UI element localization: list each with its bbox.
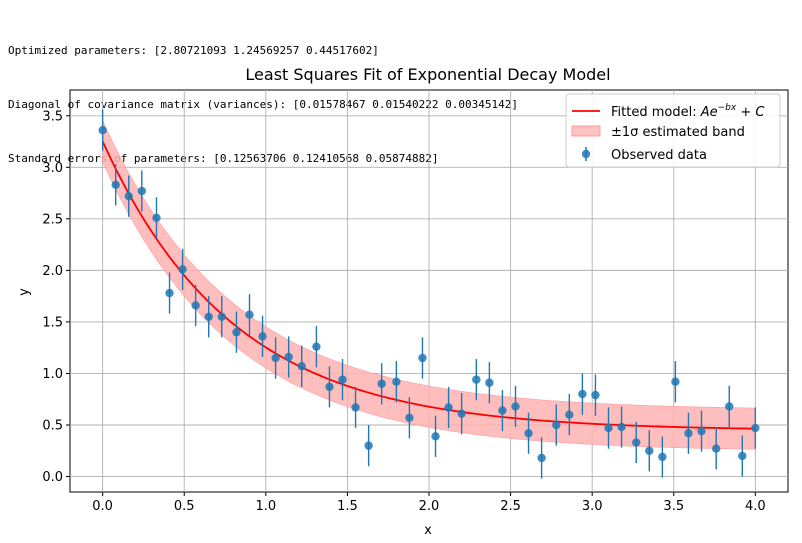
y-tick-label: 3.5	[42, 109, 63, 124]
y-tick-label: 2.5	[42, 212, 63, 227]
standard-errors-line: Standard errors of parameters: [0.125637…	[8, 152, 439, 165]
legend-points-swatch	[581, 149, 591, 159]
legend-box	[565, 93, 781, 168]
observed-point	[537, 453, 546, 463]
observed-point	[604, 423, 613, 433]
x-tick-label: 2.0	[419, 499, 440, 514]
observed-point	[552, 420, 561, 430]
axis-ticks: 0.0 0.5 1.0 1.5 2.0 2.5 3.0 3.5 4.0 0.0 0.5 1.0 1.5 2…	[42, 109, 765, 514]
observed-point	[271, 353, 280, 363]
legend-points-label: Observed data	[611, 148, 707, 163]
observed-point	[684, 429, 693, 438]
observed-point	[431, 432, 440, 441]
observed-point	[217, 312, 226, 321]
x-axis-label: x	[424, 523, 432, 538]
legend-band-label: ±1σ estimated band	[611, 125, 745, 140]
x-tick-label: 3.0	[582, 499, 603, 514]
observed-point	[258, 332, 267, 341]
observed-point	[524, 429, 533, 438]
sigma-band	[102, 120, 756, 450]
observed-point	[325, 382, 334, 392]
observed-point	[392, 377, 401, 386]
y-tick-label: 2.0	[42, 264, 63, 279]
observed-point	[645, 446, 654, 455]
observed-points-layer	[98, 109, 760, 479]
observed-point	[297, 362, 306, 371]
observed-point	[472, 375, 481, 384]
observed-point	[751, 423, 760, 433]
observed-point	[284, 352, 293, 362]
observed-point	[245, 310, 254, 319]
optimized-parameters-line: Optimized parameters: [2.80721093 1.2456…	[8, 44, 379, 57]
observed-point	[364, 441, 373, 450]
observed-point	[351, 403, 360, 412]
observed-point	[405, 413, 414, 422]
observed-point	[658, 452, 667, 462]
sigma-band-layer	[102, 120, 756, 450]
observed-point	[152, 213, 161, 223]
observed-point	[338, 375, 347, 384]
observed-point	[165, 288, 174, 298]
x-tick-label: 4.0	[745, 499, 766, 514]
observed-point	[738, 451, 747, 461]
x-tick-label: 0.5	[174, 499, 195, 514]
observed-point	[617, 422, 626, 432]
fitted-model-line	[101, 140, 756, 430]
observed-point	[511, 402, 520, 411]
x-tick-label: 2.5	[500, 499, 521, 514]
observed-point	[377, 379, 386, 388]
observed-point	[632, 438, 641, 447]
y-tick-label: 1.0	[42, 367, 63, 382]
y-tick-label: 0.0	[42, 470, 63, 485]
y-tick-label: 1.5	[42, 315, 63, 330]
observed-point	[671, 377, 680, 386]
observed-point	[591, 390, 600, 400]
observed-point	[191, 301, 200, 310]
observed-point	[178, 265, 187, 274]
legend-band-swatch	[571, 125, 601, 137]
observed-point	[418, 353, 427, 363]
observed-point	[697, 426, 706, 436]
x-tick-label: 1.5	[337, 499, 358, 514]
observed-point	[457, 409, 466, 418]
observed-point	[124, 191, 133, 201]
legend-fit-label: Fitted model: Ae−bx + C	[611, 103, 765, 120]
x-tick-label: 1.0	[255, 499, 276, 514]
observed-point	[444, 403, 453, 412]
observed-point	[485, 378, 494, 387]
observed-point	[578, 389, 587, 399]
observed-point	[137, 186, 146, 196]
observed-point	[312, 342, 321, 351]
chart-title: Least Squares Fit of Exponential Decay M…	[245, 65, 610, 84]
y-axis-label: y	[17, 288, 32, 296]
legend: Fitted model: Ae−bx + C ±1σ estimated ba…	[565, 93, 781, 168]
y-tick-label: 0.5	[42, 419, 63, 434]
fit-line-layer	[101, 140, 756, 430]
x-tick-label: 0.0	[92, 499, 113, 514]
observed-point	[204, 312, 213, 321]
observed-point	[98, 126, 107, 135]
observed-point	[498, 406, 507, 415]
observed-point	[232, 328, 241, 337]
observed-point	[565, 410, 574, 419]
observed-point	[111, 180, 120, 190]
y-tick-label: 3.0	[42, 161, 63, 176]
observed-point	[712, 444, 721, 453]
x-tick-label: 3.5	[663, 499, 684, 514]
observed-point	[725, 402, 734, 411]
